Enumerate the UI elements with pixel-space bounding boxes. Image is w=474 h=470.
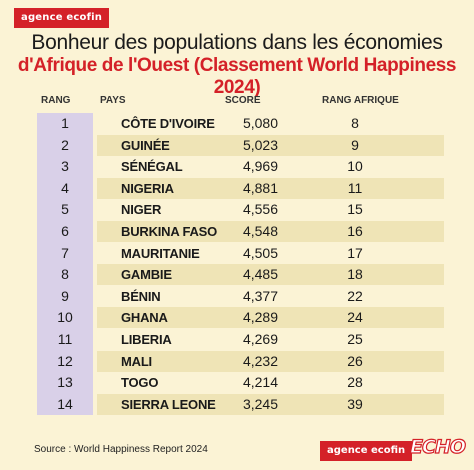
table-row: 6 BURKINA FASO 4,548 16 (0, 221, 474, 242)
country-cell: SÉNÉGAL (121, 159, 183, 175)
rank-cell: 5 (37, 199, 93, 221)
score-cell: 5,080 (242, 115, 278, 131)
africa-rank-cell: 25 (347, 331, 363, 347)
header-rank: RANG (41, 95, 71, 106)
score-cell: 4,232 (242, 352, 278, 369)
country-cell: GAMBIE (121, 267, 172, 283)
row-stripe (97, 393, 444, 415)
country-cell: LIBERIA (121, 332, 172, 347)
africa-rank-cell: 10 (347, 158, 363, 175)
country-cell: GHANA (121, 310, 168, 326)
table-row: 1 CÔTE D'IVOIRE 5,080 8 (0, 113, 474, 134)
table-row: 2 GUINÉE 5,023 9 (0, 134, 474, 156)
rank-cell: 7 (37, 242, 93, 264)
table-row: 7 MAURITANIE 4,505 17 (0, 242, 474, 264)
africa-rank-cell: 26 (347, 352, 363, 369)
table-row: 14 SIERRA LEONE 3,245 39 (0, 393, 474, 415)
score-cell: 4,214 (242, 374, 278, 391)
africa-rank-cell: 9 (351, 136, 359, 153)
page-title: Bonheur des populations dans les économi… (31, 31, 443, 54)
africa-rank-cell: 28 (347, 374, 363, 391)
row-stripe (97, 307, 444, 329)
header-score: SCORE (225, 95, 261, 106)
rank-cell: 9 (37, 285, 93, 307)
score-cell: 4,548 (242, 223, 278, 239)
africa-rank-cell: 24 (347, 309, 363, 326)
rank-cell: 12 (37, 350, 93, 372)
africa-rank-cell: 8 (351, 115, 359, 131)
country-cell: CÔTE D'IVOIRE (121, 116, 215, 131)
score-cell: 4,505 (242, 244, 278, 261)
rank-cell: 4 (37, 177, 93, 199)
country-cell: SIERRA LEONE (121, 396, 216, 412)
score-cell: 5,023 (242, 136, 278, 153)
africa-rank-cell: 15 (347, 201, 363, 218)
table-row: 8 GAMBIE 4,485 18 (0, 264, 474, 286)
africa-rank-cell: 16 (347, 223, 363, 239)
rank-cell: 13 (37, 372, 93, 394)
rank-cell: 14 (37, 393, 93, 415)
agence-ecofin-logo-bottom: agence ecofin (320, 441, 413, 461)
country-cell: BURKINA FASO (121, 224, 218, 239)
table-row: 5 NIGER 4,556 15 (0, 199, 474, 221)
table-row: 10 GHANA 4,289 24 (0, 307, 474, 329)
africa-rank-cell: 17 (347, 244, 363, 261)
score-cell: 4,269 (242, 331, 278, 347)
country-cell: MALI (121, 353, 152, 369)
agence-ecofin-logo-top: agence ecofin (14, 8, 110, 28)
row-stripe (97, 134, 444, 156)
row-stripe (97, 350, 444, 372)
row-stripe (97, 264, 444, 286)
africa-rank-cell: 11 (347, 179, 363, 196)
row-stripe (97, 177, 444, 199)
rank-cell: 3 (37, 156, 93, 178)
table-row: 11 LIBERIA 4,269 25 (0, 329, 474, 350)
score-cell: 3,245 (242, 395, 278, 412)
country-cell: MAURITANIE (121, 245, 200, 261)
africa-rank-cell: 22 (347, 287, 363, 304)
score-cell: 4,556 (242, 201, 278, 218)
rank-cell: 1 (37, 113, 93, 134)
score-cell: 4,881 (242, 179, 278, 196)
table-row: 12 MALI 4,232 26 (0, 350, 474, 372)
score-cell: 4,377 (242, 287, 278, 304)
country-cell: GUINÉE (121, 137, 170, 153)
table-row: 4 NIGERIA 4,881 11 (0, 177, 474, 199)
table-row: 3 SÉNÉGAL 4,969 10 (0, 156, 474, 178)
row-stripe (97, 221, 444, 242)
rank-cell: 11 (37, 329, 93, 350)
echo-logo: ECHO (409, 435, 466, 458)
country-cell: TOGO (121, 375, 159, 391)
score-cell: 4,969 (242, 158, 278, 175)
header-country: PAYS (100, 95, 126, 106)
score-cell: 4,485 (242, 266, 278, 283)
country-cell: NIGERIA (121, 180, 174, 196)
page-subtitle: d'Afrique de l'Ouest (Classement World H… (17, 55, 457, 98)
table-row: 13 TOGO 4,214 28 (0, 372, 474, 394)
table-row: 9 BÉNIN 4,377 22 (0, 285, 474, 307)
header-africa-rank: RANG AFRIQUE (322, 95, 399, 106)
score-cell: 4,289 (242, 309, 278, 326)
rank-cell: 6 (37, 221, 93, 242)
africa-rank-cell: 18 (347, 266, 363, 283)
rank-cell: 10 (37, 307, 93, 329)
country-cell: NIGER (121, 202, 162, 218)
table-header: RANG PAYS SCORE RANG AFRIQUE (0, 95, 474, 109)
rank-cell: 8 (37, 264, 93, 286)
africa-rank-cell: 39 (347, 395, 363, 412)
rank-cell: 2 (37, 134, 93, 156)
country-cell: BÉNIN (121, 288, 161, 304)
source-note: Source : World Happiness Report 2024 (34, 444, 208, 455)
